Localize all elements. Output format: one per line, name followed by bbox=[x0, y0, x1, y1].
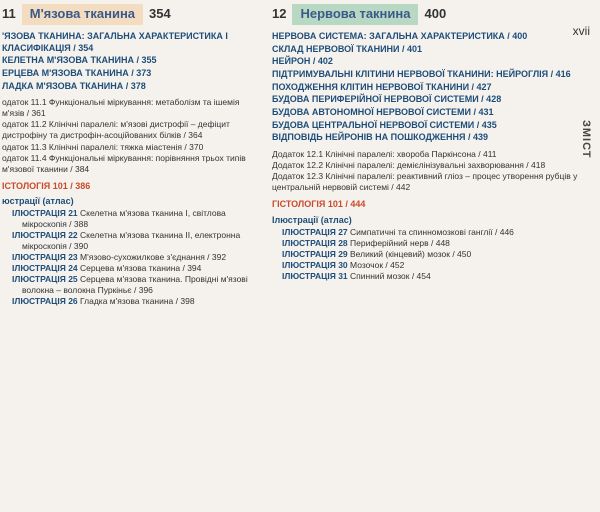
heading: БУДОВА ПЕРИФЕРІЙНОЇ НЕРВОВОЇ СИСТЕМИ / 4… bbox=[272, 94, 594, 106]
heading: ЛАДКА М'ЯЗОВА ТКАНИНА / 378 bbox=[2, 81, 264, 93]
illustration-item: ІЛЮСТРАЦІЯ 28 Периферійний нерв / 448 bbox=[282, 238, 594, 249]
ch12-page: 400 bbox=[424, 6, 446, 23]
heading: 'ЯЗОВА ТКАНИНА: ЗАГАЛЬНА ХАРАКТЕРИСТИКА … bbox=[2, 31, 264, 54]
illustration-item: ІЛЮСТРАЦІЯ 24 Серцева м'язова тканина / … bbox=[12, 263, 264, 274]
ch11-title: М'язова тканина bbox=[22, 4, 143, 25]
addendum: Додаток 12.2 Клінічні паралелі: демієлін… bbox=[272, 160, 594, 171]
toc-page: 11 М'язова тканина 354 'ЯЗОВА ТКАНИНА: З… bbox=[0, 0, 600, 512]
ch12-title: Нервова такнина bbox=[292, 4, 418, 25]
heading: ЕРЦЕВА М'ЯЗОВА ТКАНИНА / 373 bbox=[2, 68, 264, 80]
heading: ПОХОДЖЕННЯ КЛІТИН НЕРВОВОЇ ТКАНИНИ / 427 bbox=[272, 82, 594, 94]
illustrations-heading: Ілюстрації (атлас) bbox=[272, 215, 594, 227]
chapter-12-header: 12 Нервова такнина 400 bbox=[272, 4, 594, 25]
addendum: Додаток 12.3 Клінічні паралелі: реактивн… bbox=[272, 171, 594, 193]
heading: БУДОВА АВТОНОМНОЇ НЕРВОВОЇ СИСТЕМИ / 431 bbox=[272, 107, 594, 119]
illustration-item: ІЛЮСТРАЦІЯ 26 Гладка м'язова тканина / 3… bbox=[12, 296, 264, 307]
heading: СКЛАД НЕРВОВОЇ ТКАНИНИ / 401 bbox=[272, 44, 594, 56]
histology-heading: ГІСТОЛОГІЯ 101 / 444 bbox=[272, 199, 594, 211]
chapter-12-column: 12 Нервова такнина 400 НЕРВОВА СИСТЕМА: … bbox=[270, 0, 600, 512]
illustration-item: ІЛЮСТРАЦІЯ 27 Симпатичні та спинномозков… bbox=[282, 227, 594, 238]
addendum: Додаток 12.1 Клінічні паралелі: хвороба … bbox=[272, 149, 594, 160]
heading: КЕЛЕТНА М'ЯЗОВА ТКАНИНА / 355 bbox=[2, 55, 264, 67]
illustrations-heading: юстрації (атлас) bbox=[2, 196, 264, 208]
illustration-item: ІЛЮСТРАЦІЯ 25 Серцева м'язова тканина. П… bbox=[12, 274, 264, 296]
addendum: одаток 11.3 Клінічні паралелі: тяжка міа… bbox=[2, 142, 264, 153]
chapter-11-header: 11 М'язова тканина 354 bbox=[2, 4, 264, 25]
illustration-item: ІЛЮСТРАЦІЯ 31 Спинний мозок / 454 bbox=[282, 271, 594, 282]
histology-heading: ІСТОЛОГІЯ 101 / 386 bbox=[2, 181, 264, 193]
addendum: одаток 11.4 Функціональні міркування: по… bbox=[2, 153, 264, 175]
heading: ПІДТРИМУВАЛЬНІ КЛІТИНИ НЕРВОВОЇ ТКАНИНИ:… bbox=[272, 69, 594, 81]
chapter-11-column: 11 М'язова тканина 354 'ЯЗОВА ТКАНИНА: З… bbox=[0, 0, 270, 512]
illustration-item: ІЛЮСТРАЦІЯ 21 Скелетна м'язова тканина I… bbox=[12, 208, 264, 230]
illustration-item: ІЛЮСТРАЦІЯ 29 Великий (кінцевий) мозок /… bbox=[282, 249, 594, 260]
heading: НЕЙРОН / 402 bbox=[272, 56, 594, 68]
addendum: одаток 11.2 Клінічні паралелі: м'язові д… bbox=[2, 119, 264, 141]
addendum: одаток 11.1 Функціональні міркування: ме… bbox=[2, 97, 264, 119]
illustration-item: ІЛЮСТРАЦІЯ 30 Мозочок / 452 bbox=[282, 260, 594, 271]
heading: НЕРВОВА СИСТЕМА: ЗАГАЛЬНА ХАРАКТЕРИСТИКА… bbox=[272, 31, 594, 43]
ch11-page: 354 bbox=[149, 6, 171, 23]
heading: ВІДПОВІДЬ НЕЙРОНІВ НА ПОШКОДЖЕННЯ / 439 bbox=[272, 132, 594, 144]
illustration-item: ІЛЮСТРАЦІЯ 23 М'язово-сухожилкове з'єдна… bbox=[12, 252, 264, 263]
heading: БУДОВА ЦЕНТРАЛЬНОЇ НЕРВОВОЇ СИСТЕМИ / 43… bbox=[272, 120, 594, 132]
side-label: ЗМІСТ bbox=[580, 120, 592, 159]
ch12-number: 12 bbox=[272, 6, 286, 23]
ch11-number: 11 bbox=[2, 6, 16, 23]
illustration-item: ІЛЮСТРАЦІЯ 22 Скелетна м'язова тканина I… bbox=[12, 230, 264, 252]
page-number: xvii bbox=[573, 24, 590, 38]
